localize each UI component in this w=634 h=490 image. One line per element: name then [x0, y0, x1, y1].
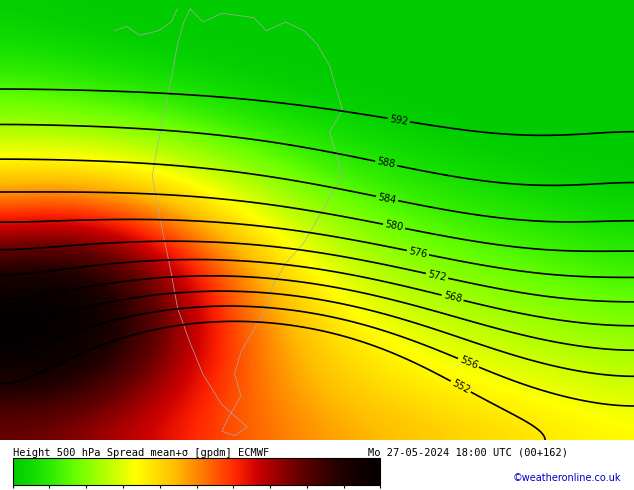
Text: 568: 568	[443, 291, 463, 305]
Text: Height 500 hPa Spread mean+σ [gpdm] ECMWF: Height 500 hPa Spread mean+σ [gpdm] ECMW…	[13, 447, 269, 458]
Text: 572: 572	[427, 269, 447, 283]
Text: 564: 564	[50, 285, 70, 298]
Text: ©weatheronline.co.uk: ©weatheronline.co.uk	[513, 472, 621, 483]
Text: 588: 588	[376, 157, 396, 170]
Text: 552: 552	[450, 378, 472, 395]
Text: 592: 592	[389, 114, 409, 126]
Text: 576: 576	[408, 246, 428, 259]
Text: 580: 580	[384, 220, 404, 233]
Text: 556: 556	[458, 355, 479, 371]
Text: 584: 584	[377, 192, 397, 205]
Text: Mo 27-05-2024 18:00 UTC (00+162): Mo 27-05-2024 18:00 UTC (00+162)	[368, 447, 567, 458]
Text: 560: 560	[47, 307, 67, 321]
